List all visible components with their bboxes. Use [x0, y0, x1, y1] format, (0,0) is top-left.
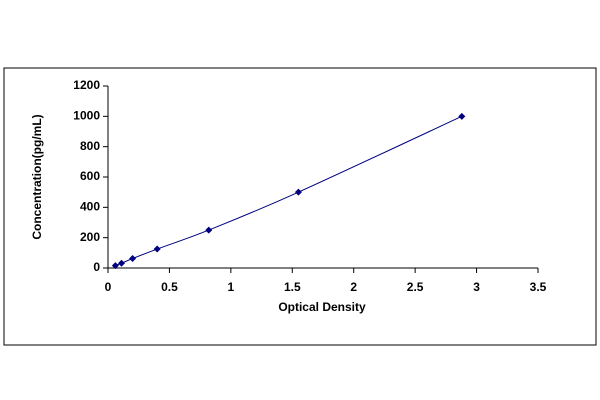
y-tick-label: 800 [80, 139, 100, 153]
data-point [118, 259, 126, 267]
y-tick-label: 600 [80, 169, 100, 183]
x-axis-label: Optical Density [278, 300, 366, 314]
x-tick-label: 1 [228, 280, 235, 294]
y-tick-label: 200 [80, 230, 100, 244]
y-tick-label: 1200 [73, 78, 100, 92]
x-tick-label: 0.5 [161, 280, 178, 294]
y-tick-label: 1000 [73, 109, 100, 123]
y-tick-label: 0 [93, 260, 100, 274]
x-tick-label: 3 [473, 280, 480, 294]
x-tick-label: 0 [105, 280, 112, 294]
data-point [205, 226, 213, 234]
data-point [294, 188, 302, 196]
y-tick-label: 400 [80, 200, 100, 214]
x-tick-label: 2.5 [407, 280, 424, 294]
data-point [153, 245, 161, 253]
x-tick-label: 3.5 [530, 280, 547, 294]
x-tick-label: 2 [350, 280, 357, 294]
data-point [129, 255, 137, 263]
y-axis-label: Concentration(pg/mL) [30, 114, 44, 239]
data-point [458, 112, 466, 120]
x-tick-label: 1.5 [284, 280, 301, 294]
chart-frame [3, 67, 597, 346]
data-point [111, 262, 119, 270]
